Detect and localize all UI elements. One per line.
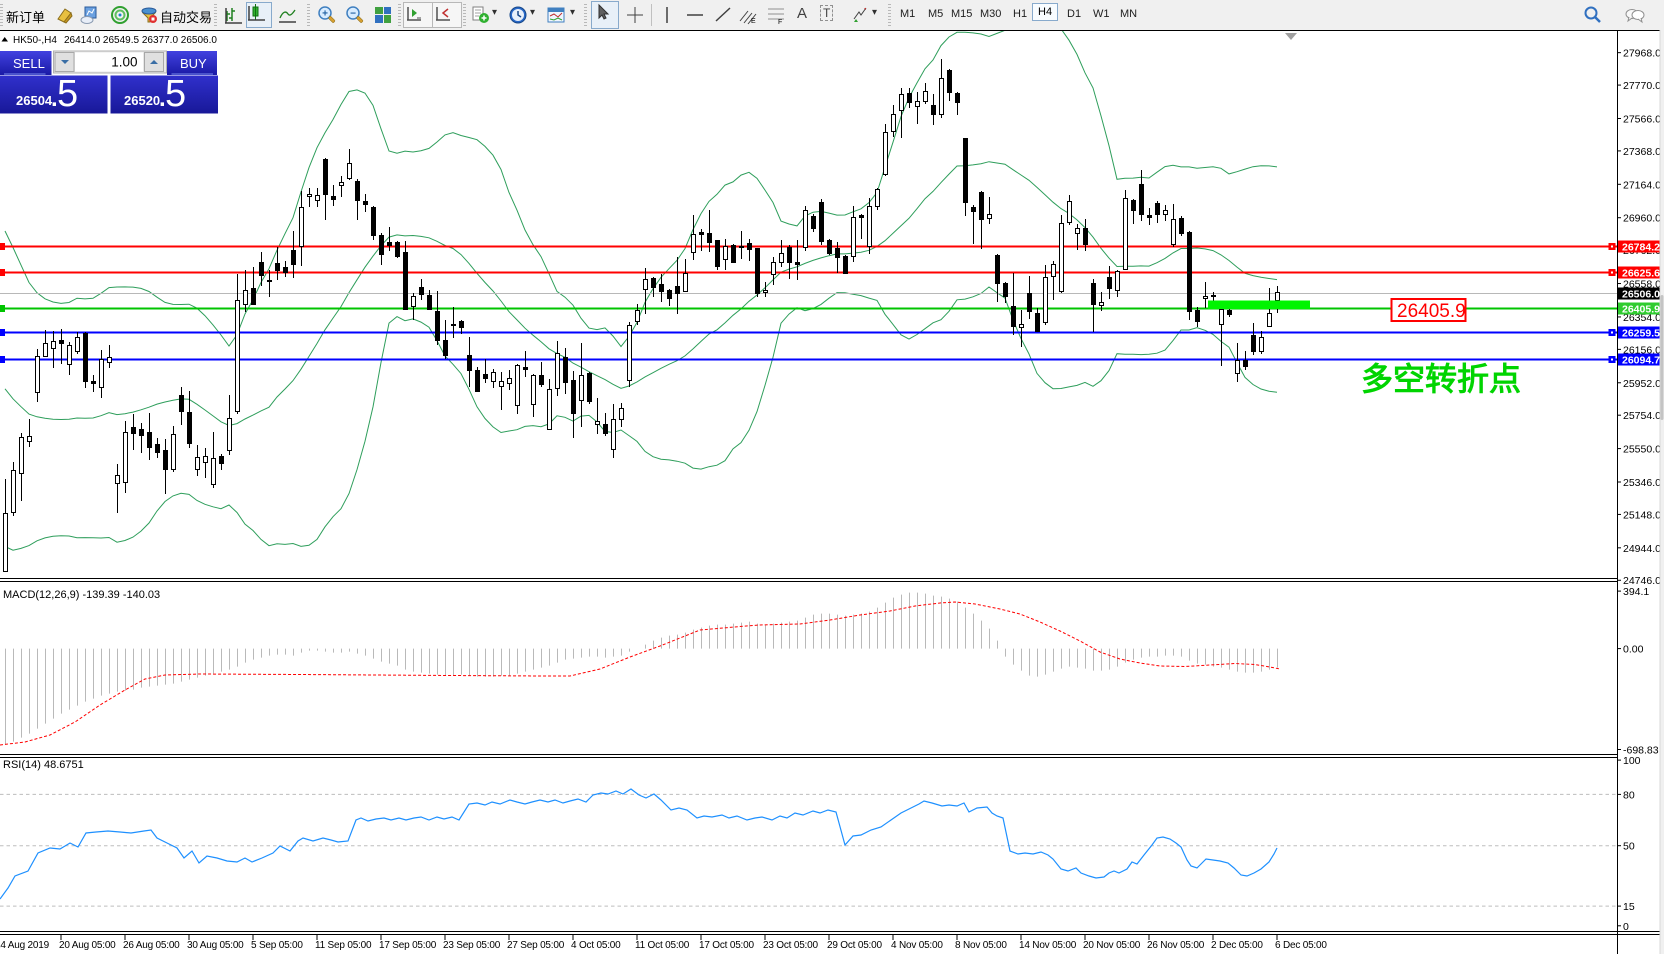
svg-text:MACD(12,26,9) -139.39 -140.03: MACD(12,26,9) -139.39 -140.03 [3,589,160,601]
svg-text:2 Dec 05:00: 2 Dec 05:00 [1211,940,1263,951]
svg-text:14 Nov 05:00: 14 Nov 05:00 [1019,940,1077,951]
svg-text:26405.9: 26405.9 [1622,303,1660,315]
svg-text:25754.0: 25754.0 [1623,410,1661,422]
svg-text:HK50-,H4: HK50-,H4 [13,35,57,46]
svg-text:25550.0: 25550.0 [1623,444,1661,456]
svg-text:BUY: BUY [180,56,207,71]
svg-text:4 Oct 05:00: 4 Oct 05:00 [571,940,621,951]
svg-text:多空转折点: 多空转折点 [1361,361,1521,397]
svg-text:17 Oct 05:00: 17 Oct 05:00 [699,940,754,951]
svg-text:27 Sep 05:00: 27 Sep 05:00 [507,940,565,951]
svg-text:26 Nov 05:00: 26 Nov 05:00 [1147,940,1205,951]
svg-text:.: . [159,85,166,112]
svg-text:17 Sep 05:00: 17 Sep 05:00 [379,940,437,951]
svg-text:50: 50 [1623,841,1635,853]
svg-text:27368.0: 27368.0 [1623,146,1661,158]
svg-text:30 Aug 05:00: 30 Aug 05:00 [187,940,244,951]
svg-text:11 Sep 05:00: 11 Sep 05:00 [315,940,372,951]
svg-text:5: 5 [165,73,186,115]
svg-text:25346.0: 25346.0 [1623,477,1661,489]
svg-text:E: E [751,18,756,25]
svg-text:100: 100 [1623,755,1641,767]
svg-text:23 Sep 05:00: 23 Sep 05:00 [443,940,501,951]
svg-text:80: 80 [1623,789,1635,801]
svg-text:5 Sep 05:00: 5 Sep 05:00 [251,940,303,951]
svg-text:SELL: SELL [13,56,45,71]
svg-text:15: 15 [1623,901,1635,913]
svg-text:394.1: 394.1 [1623,586,1649,598]
svg-text:6 Dec 05:00: 6 Dec 05:00 [1275,940,1327,951]
svg-text:27968.0: 27968.0 [1623,48,1661,60]
svg-text:25148.0: 25148.0 [1623,509,1661,521]
svg-text:14 Aug 2019: 14 Aug 2019 [0,940,50,951]
svg-text:26 Aug 05:00: 26 Aug 05:00 [123,940,180,951]
svg-text:27164.0: 27164.0 [1623,179,1661,191]
svg-text:26156.0: 26156.0 [1623,344,1661,356]
svg-text:27566.0: 27566.0 [1623,113,1661,125]
svg-text:26506.0: 26506.0 [1622,288,1660,300]
svg-text:29 Oct 05:00: 29 Oct 05:00 [827,940,882,951]
svg-text:5: 5 [57,73,78,115]
svg-text:26259.5: 26259.5 [1622,327,1660,339]
svg-text:.: . [51,85,58,112]
svg-text:20 Nov 05:00: 20 Nov 05:00 [1083,940,1141,951]
svg-text:26094.7: 26094.7 [1622,354,1660,366]
svg-text:26784.2: 26784.2 [1622,241,1660,253]
svg-text:11 Oct 05:00: 11 Oct 05:00 [635,940,690,951]
svg-text:1.00: 1.00 [111,55,137,70]
svg-text:-698.83: -698.83 [1623,745,1659,757]
svg-text:27770.0: 27770.0 [1623,80,1661,92]
svg-text:RSI(14) 48.6751: RSI(14) 48.6751 [3,759,84,771]
svg-text:26504: 26504 [16,93,53,108]
svg-text:26354.0: 26354.0 [1623,312,1661,324]
svg-text:0: 0 [1623,921,1629,933]
svg-text:0.00: 0.00 [1623,644,1644,656]
svg-text:26625.6: 26625.6 [1622,267,1660,279]
svg-text:+: + [322,9,328,20]
svg-text:20 Aug 05:00: 20 Aug 05:00 [59,940,116,951]
svg-text:−: − [350,9,356,20]
svg-text:26960.0: 26960.0 [1623,213,1661,225]
svg-text:26520: 26520 [124,93,160,108]
svg-text:26405.9: 26405.9 [1397,301,1466,322]
svg-text:24944.0: 24944.0 [1623,543,1661,555]
svg-text:24746.0: 24746.0 [1623,575,1661,587]
svg-text:26414.0 26549.5 26377.0 26506.: 26414.0 26549.5 26377.0 26506.0 [64,35,217,46]
svg-text:4 Nov 05:00: 4 Nov 05:00 [891,940,943,951]
svg-text:23 Oct 05:00: 23 Oct 05:00 [763,940,818,951]
svg-text:8 Nov 05:00: 8 Nov 05:00 [955,940,1007,951]
svg-text:25952.0: 25952.0 [1623,378,1661,390]
svg-text:F: F [778,19,782,25]
